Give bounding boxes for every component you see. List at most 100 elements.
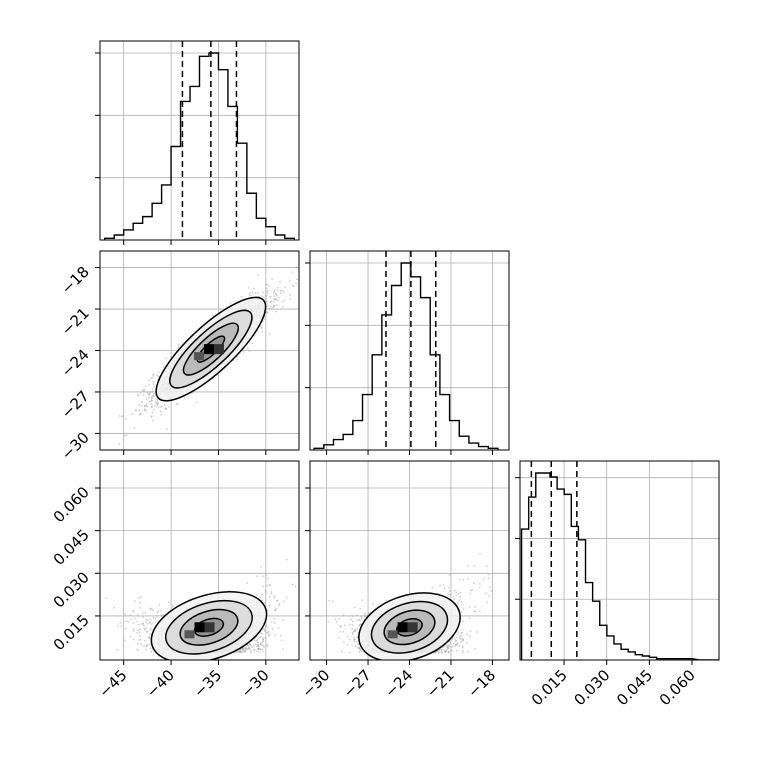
scatter-point [145, 618, 148, 621]
scatter-point [277, 289, 279, 291]
scatter-point [143, 624, 145, 627]
scatter-point [244, 648, 247, 650]
scatter-point [246, 582, 249, 584]
scatter-point [156, 374, 159, 376]
scatter-point [258, 295, 261, 298]
scatter-point [266, 290, 269, 293]
scatter-point [263, 318, 266, 320]
scatter-point [150, 397, 153, 400]
scatter-point [123, 639, 126, 642]
scatter-point [270, 591, 273, 594]
scatter-point [145, 405, 148, 407]
scatter-point [148, 628, 151, 631]
scatter-point [157, 401, 160, 404]
scatter-point [269, 295, 272, 298]
scatter-point [165, 407, 167, 410]
scatter-point [255, 639, 258, 642]
scatter-point [146, 405, 149, 408]
scatter-point [275, 294, 278, 297]
scatter-point [265, 297, 267, 299]
panel-0-0 [95, 40, 300, 241]
scatter-point [183, 396, 186, 399]
scatter-point [292, 285, 295, 287]
scatter-point [138, 601, 141, 604]
scatter-point [151, 608, 154, 611]
scatter-point [158, 603, 161, 606]
scatter-point [150, 415, 153, 418]
scatter-point [261, 641, 263, 644]
scatter-point [296, 278, 298, 281]
scatter-point [148, 636, 151, 639]
scatter-point [272, 304, 275, 307]
scatter-point [259, 642, 262, 645]
panel-1-1 [305, 250, 510, 451]
scatter-point [266, 300, 268, 303]
scatter-point [150, 607, 153, 610]
scatter-point [269, 584, 271, 587]
scatter-point [148, 620, 151, 623]
scatter-point [159, 610, 162, 612]
scatter-point [123, 434, 126, 437]
scatter-point [256, 274, 259, 276]
scatter-point [262, 637, 265, 640]
scatter-point [282, 305, 284, 308]
scatter-point [148, 622, 151, 624]
scatter-point [244, 650, 247, 653]
scatter-point [257, 647, 259, 650]
scatter-point [136, 642, 139, 645]
scatter-point [266, 644, 269, 647]
scatter-point [105, 597, 108, 599]
scatter-point [143, 645, 145, 648]
scatter-point [262, 650, 264, 653]
scatter-point [247, 286, 250, 289]
scatter-point [273, 622, 276, 624]
scatter-point [262, 585, 265, 588]
scatter-point [280, 639, 283, 642]
scatter-point [120, 625, 123, 628]
scatter-point [151, 396, 153, 399]
scatter-point [273, 617, 276, 620]
scatter-point [248, 292, 251, 295]
scatter-point [149, 618, 152, 621]
scatter-point [157, 406, 160, 409]
scatter-point [140, 413, 143, 416]
scatter-point [265, 644, 268, 647]
scatter-point [273, 290, 276, 292]
scatter-point [266, 303, 268, 306]
scatter-point [145, 398, 148, 400]
scatter-point [155, 402, 158, 405]
scatter-point [243, 650, 246, 653]
scatter-point [267, 577, 269, 580]
scatter-point [270, 592, 273, 595]
scatter-point [276, 286, 279, 289]
scatter-point [150, 403, 152, 406]
scatter-point [151, 411, 154, 414]
scatter-point [143, 639, 146, 642]
scatter-point [294, 585, 297, 588]
scatter-point [160, 405, 163, 408]
scatter-point [156, 400, 159, 403]
scatter-point [152, 373, 155, 376]
scatter-point [140, 595, 143, 598]
scatter-point [283, 299, 286, 301]
scatter-point [124, 417, 127, 420]
scatter-point [140, 623, 143, 625]
scatter-point [143, 405, 146, 408]
scatter-point [282, 300, 284, 303]
scatter-point [171, 604, 174, 606]
scatter-point [260, 636, 262, 638]
scatter-point [274, 634, 277, 637]
scatter-point [150, 406, 153, 409]
scatter-point [268, 307, 271, 310]
scatter-point [272, 306, 274, 309]
density-peak-block [203, 344, 214, 355]
scatter-point [177, 343, 180, 346]
scatter-point [276, 600, 279, 602]
scatter-point [129, 614, 132, 616]
scatter-point [292, 583, 294, 586]
scatter-point [259, 643, 262, 646]
scatter-point [156, 403, 159, 405]
scatter-point [273, 298, 275, 301]
scatter-point [167, 405, 170, 408]
scatter-point [277, 296, 280, 299]
